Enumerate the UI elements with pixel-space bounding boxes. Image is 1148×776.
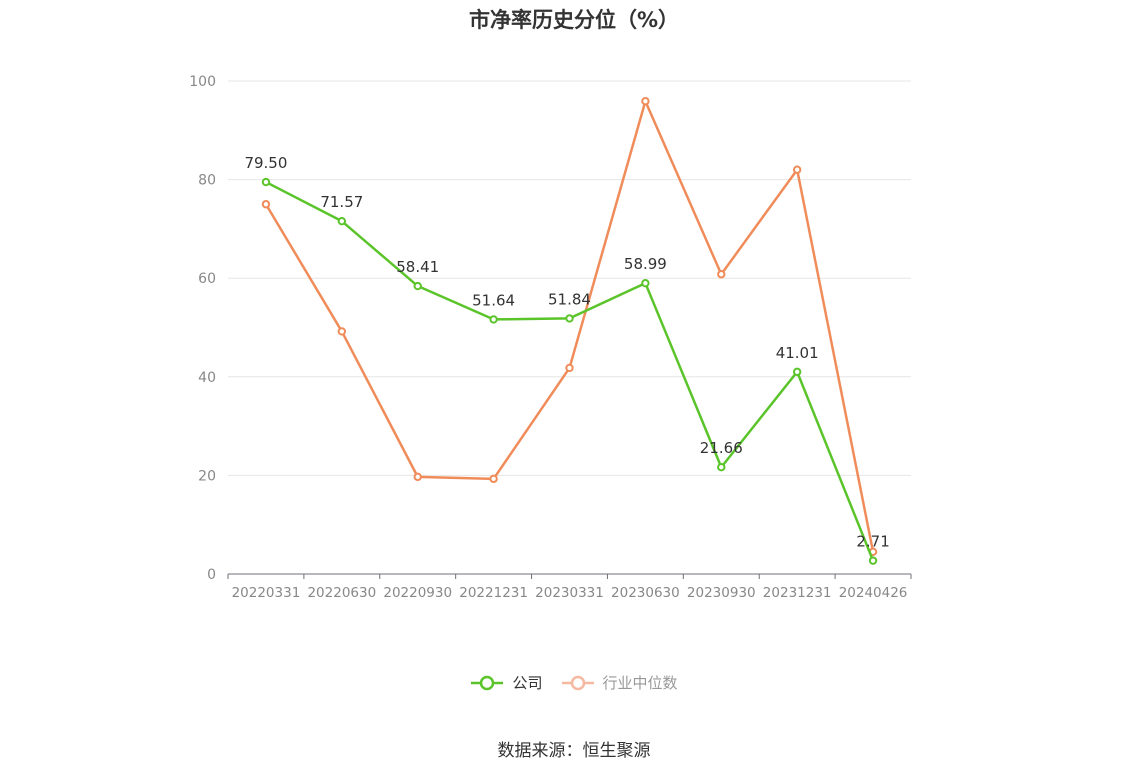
series-layer <box>261 97 878 565</box>
industry-point <box>337 327 347 336</box>
industry-point <box>565 363 574 373</box>
legend-label-industry: 行业中位数 <box>602 674 678 692</box>
x-tick-label: 20220331 <box>232 585 301 601</box>
company-data-label: 71.57 <box>320 193 363 211</box>
company-point <box>565 314 574 323</box>
legend-label-company: 公司 <box>512 674 543 692</box>
x-tick-label: 20220930 <box>383 585 452 601</box>
company-data-label: 58.41 <box>396 258 439 276</box>
industry-point <box>489 474 498 484</box>
company-data-label: 21.66 <box>700 439 743 457</box>
x-tick-label: 20221231 <box>459 585 528 601</box>
axis-layer: 0 20 40 60 80 100 20220331 20220630 20220930 2022… <box>189 74 912 601</box>
company-point <box>337 216 347 226</box>
y-tick-label: 20 <box>198 468 216 484</box>
company-point <box>868 556 878 565</box>
y-tick-label: 0 <box>207 567 216 583</box>
y-tick-label: 60 <box>198 271 216 287</box>
label-layer: 79.50 71.57 58.41 51.64 51.84 58.99 21.66 41.01… <box>244 154 889 551</box>
industry-point <box>792 165 802 174</box>
x-tick-label: 20230930 <box>687 585 756 601</box>
legend-company-marker-icon <box>471 675 504 690</box>
grid-layer <box>228 80 911 476</box>
company-data-label: 51.64 <box>472 291 515 309</box>
company-data-label: 2.71 <box>856 533 889 551</box>
legend: 公司 行业中位数 <box>0 672 1148 693</box>
y-tick-label: 100 <box>189 74 216 90</box>
data-source: 数据来源：恒生聚源 <box>497 741 651 761</box>
company-point <box>641 278 650 288</box>
x-tick-label: 20230331 <box>535 585 604 601</box>
industry-point <box>641 97 650 106</box>
company-point <box>413 281 422 291</box>
chart-title: 市净率历史分位（%） <box>468 8 680 32</box>
company-data-label: 51.84 <box>548 290 591 308</box>
x-tick-label: 20220630 <box>307 585 376 601</box>
company-point <box>792 367 802 377</box>
legend-item-company[interactable]: 公司 <box>470 672 543 693</box>
x-tick-label: 20230630 <box>611 585 680 601</box>
company-point <box>261 177 271 187</box>
x-tick-label: 20240426 <box>839 585 908 601</box>
company-point <box>489 315 498 324</box>
y-tick-label: 80 <box>198 173 216 189</box>
x-tick-label: 20231231 <box>763 585 832 601</box>
industry-point <box>261 200 271 209</box>
legend-item-industry[interactable]: 行业中位数 <box>561 672 678 693</box>
y-tick-label: 40 <box>198 370 216 386</box>
company-data-label: 79.50 <box>244 154 287 172</box>
company-point <box>717 463 726 472</box>
industry-series-line <box>264 99 875 553</box>
company-data-label: 41.01 <box>776 344 819 362</box>
legend-industry-marker-icon <box>561 675 594 690</box>
industry-point <box>413 472 422 482</box>
industry-point <box>717 270 726 279</box>
company-data-label: 58.99 <box>624 255 667 273</box>
